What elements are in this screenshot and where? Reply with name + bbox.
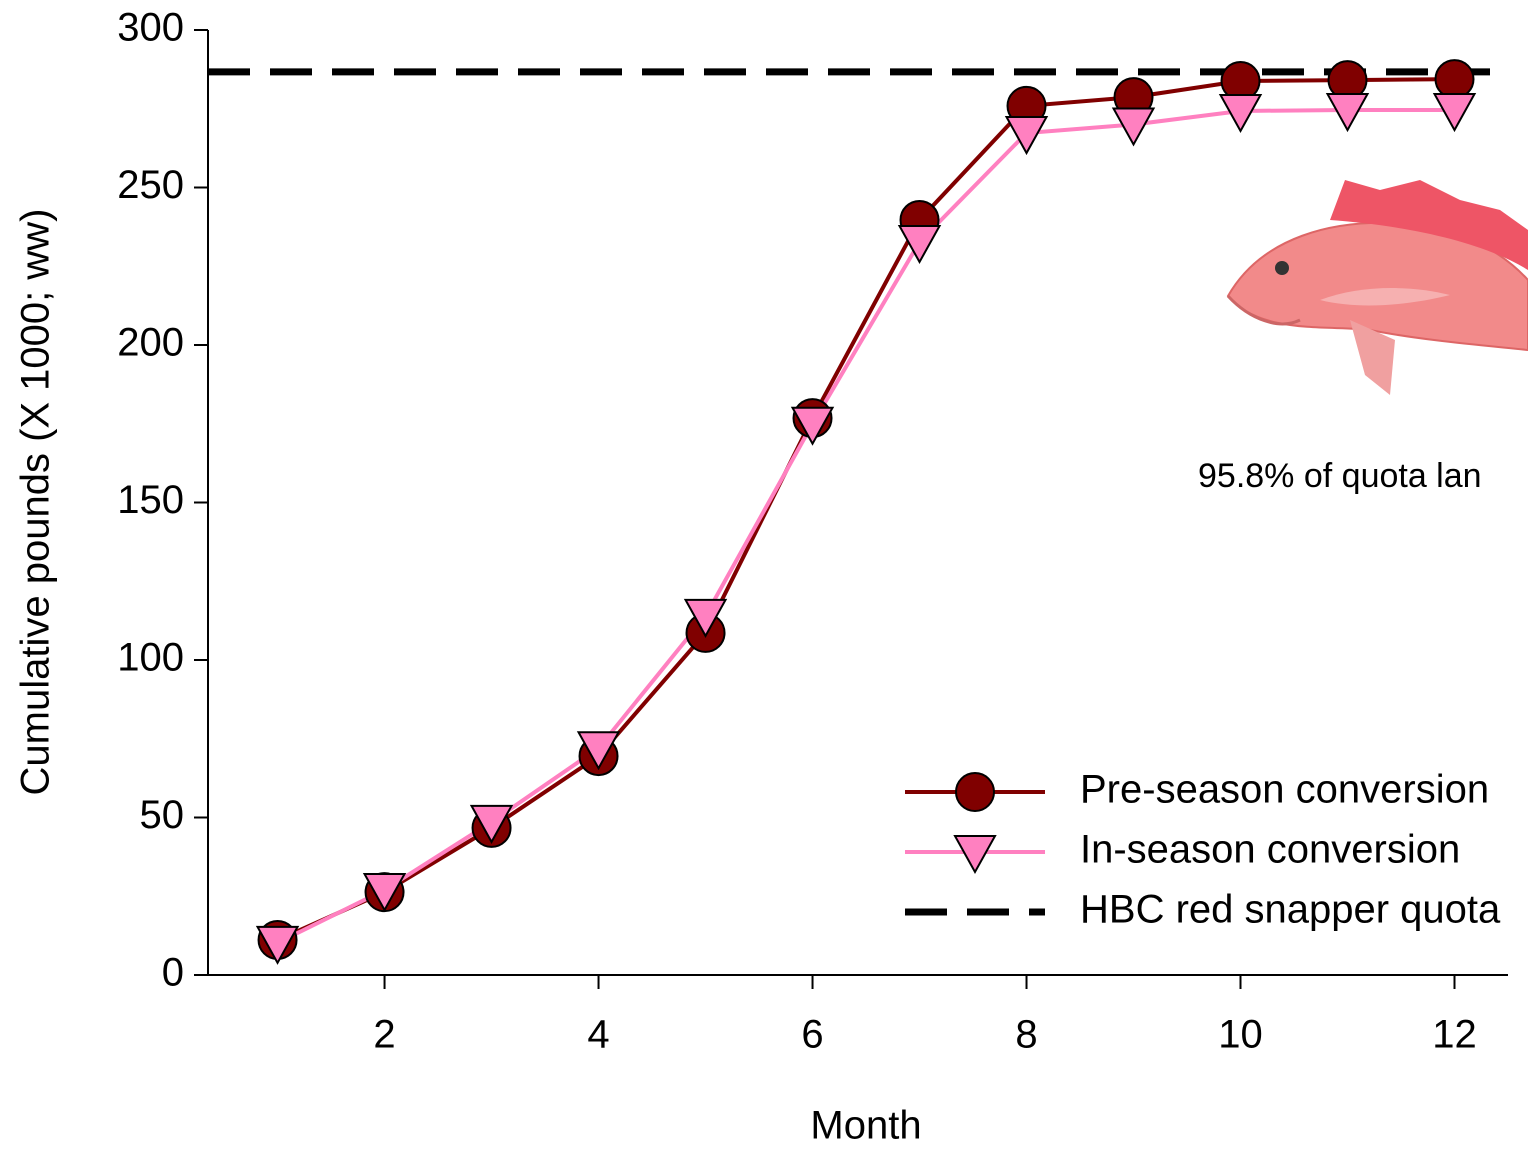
x-axis-label: Month (810, 1104, 921, 1148)
x-tick-label: 8 (1015, 1013, 1037, 1057)
y-tick-label: 150 (117, 478, 184, 522)
marker (1432, 93, 1477, 133)
y-tick-label: 50 (140, 793, 185, 837)
x-tick-label: 6 (801, 1013, 823, 1057)
legend-marker (955, 772, 995, 812)
marker (1434, 59, 1475, 100)
marker (1325, 93, 1370, 133)
legend-label: HBC red snapper quota (1080, 888, 1501, 932)
series-line (276, 108, 1455, 945)
marker (362, 872, 407, 913)
y-tick-label: 200 (117, 321, 184, 365)
marker (255, 925, 300, 965)
y-tick-label: 250 (117, 163, 184, 207)
marker (1218, 93, 1263, 134)
y-tick-label: 300 (117, 6, 184, 50)
marker (897, 224, 942, 265)
legend-label: In-season conversion (1080, 828, 1460, 872)
marker (790, 406, 835, 446)
legend-label: Pre-season conversion (1080, 768, 1489, 812)
marker (1004, 116, 1049, 156)
legend-marker (953, 835, 997, 875)
y-tick-label: 0 (162, 951, 184, 995)
x-tick-label: 10 (1218, 1013, 1263, 1057)
annotation: 95.8% of quota lan (1198, 457, 1482, 495)
fish-illustration (1226, 180, 1528, 395)
marker (683, 598, 728, 638)
y-tick-label: 100 (117, 636, 184, 680)
marker (469, 804, 514, 844)
x-tick-label: 4 (587, 1013, 609, 1057)
x-tick-label: 12 (1432, 1013, 1477, 1057)
y-axis-label: Cumulative pounds (X 1000; ww) (14, 209, 58, 796)
x-tick-label: 2 (373, 1013, 395, 1057)
marker (576, 731, 621, 771)
marker (1111, 107, 1156, 147)
